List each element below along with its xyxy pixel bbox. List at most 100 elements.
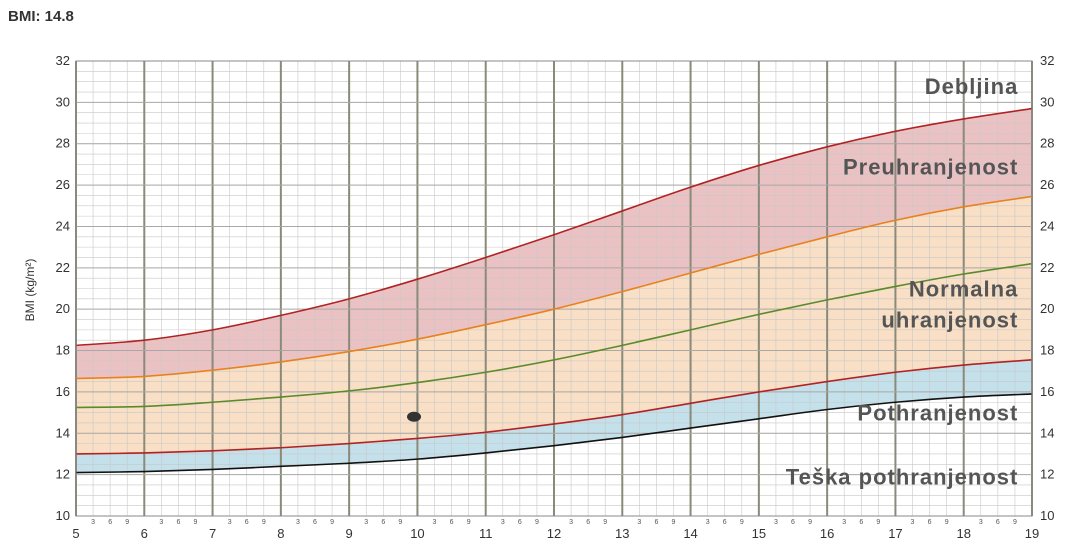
zone-labels: Debljina Preuhranjenost Normalna uhranjenos… — [786, 74, 1019, 490]
y-tick-left: 30 — [56, 94, 70, 109]
x-sub-tick: 9 — [672, 519, 676, 526]
y-tick-left: 28 — [56, 136, 70, 151]
y-tick-left: 10 — [56, 508, 70, 523]
zone-label: uhranjenost — [881, 308, 1018, 333]
y-tick-left: 18 — [56, 343, 70, 358]
x-sub-tick: 9 — [125, 519, 129, 526]
x-tick: 11 — [479, 526, 493, 541]
x-sub-tick: 3 — [569, 519, 573, 526]
y-tick-left: 32 — [56, 53, 70, 68]
x-sub-tick: 9 — [194, 519, 198, 526]
x-sub-tick: 3 — [501, 519, 505, 526]
x-sub-tick: 6 — [654, 519, 658, 526]
x-tick: 12 — [547, 526, 561, 541]
x-sub-tick: 3 — [706, 519, 710, 526]
x-sub-tick: 6 — [313, 519, 317, 526]
x-sub-tick: 3 — [842, 519, 846, 526]
x-tick: 10 — [410, 526, 424, 541]
x-sub-tick: 6 — [791, 519, 795, 526]
x-sub-tick: 9 — [603, 519, 607, 526]
x-tick: 5 — [72, 526, 79, 541]
plot-frame — [75, 60, 1033, 517]
y-tick-right: 18 — [1040, 343, 1054, 358]
y-tick-left: 26 — [56, 177, 70, 192]
x-sub-tick: 6 — [108, 519, 112, 526]
x-sub-tick: 3 — [433, 519, 437, 526]
patient-point — [407, 411, 422, 422]
x-sub-tick: 9 — [945, 519, 949, 526]
x-sub-tick: 3 — [774, 519, 778, 526]
y-tick-right: 10 — [1040, 508, 1054, 523]
y-tick-left: 12 — [56, 467, 70, 482]
x-sub-tick: 9 — [330, 519, 334, 526]
y-tick-right: 20 — [1040, 301, 1054, 316]
y-tick-right: 30 — [1040, 94, 1054, 109]
x-sub-tick: 9 — [740, 519, 744, 526]
x-sub-tick: 6 — [381, 519, 385, 526]
x-sub-tick: 6 — [928, 519, 932, 526]
x-sub-tick: 9 — [467, 519, 471, 526]
zone-label: Normalna — [909, 277, 1018, 302]
x-sub-tick: 3 — [159, 519, 163, 526]
y-axis-label: BMI (kg/m²) — [23, 259, 37, 322]
x-tick: 19 — [1025, 526, 1039, 541]
axes: 10 10 12 12 14 14 16 16 18 18 20 20 22 22 24 24 26 26 28 28… — [56, 53, 1055, 541]
x-sub-tick: 3 — [296, 519, 300, 526]
y-tick-right: 26 — [1040, 177, 1054, 192]
y-tick-right: 16 — [1040, 384, 1054, 399]
y-tick-right: 28 — [1040, 136, 1054, 151]
x-sub-tick: 6 — [586, 519, 590, 526]
y-tick-right: 12 — [1040, 467, 1054, 482]
y-tick-right: 24 — [1040, 218, 1054, 233]
x-sub-tick: 6 — [518, 519, 522, 526]
y-tick-left: 14 — [56, 425, 70, 440]
y-tick-right: 32 — [1040, 53, 1054, 68]
x-tick: 8 — [277, 526, 284, 541]
bmi-value-label: BMI: 14.8 — [8, 8, 74, 25]
x-tick: 7 — [209, 526, 216, 541]
y-tick-left: 24 — [56, 218, 70, 233]
curve-0 — [75, 393, 1033, 474]
x-sub-tick: 6 — [245, 519, 249, 526]
x-sub-tick: 6 — [723, 519, 727, 526]
x-sub-tick: 9 — [876, 519, 880, 526]
x-sub-tick: 3 — [228, 519, 232, 526]
x-tick: 17 — [888, 526, 902, 541]
x-sub-tick: 6 — [450, 519, 454, 526]
zone-label: Debljina — [925, 74, 1019, 99]
y-tick-right: 22 — [1040, 260, 1054, 275]
x-sub-tick: 6 — [996, 519, 1000, 526]
x-sub-tick: 9 — [398, 519, 402, 526]
zone-label: Preuhranjenost — [843, 154, 1018, 179]
x-tick: 14 — [683, 526, 697, 541]
x-tick: 13 — [615, 526, 629, 541]
x-sub-tick: 6 — [176, 519, 180, 526]
curve-3 — [75, 195, 1033, 380]
zone-label: Teška pothranjenost — [786, 465, 1019, 490]
x-tick: 16 — [820, 526, 834, 541]
x-tick: 6 — [141, 526, 148, 541]
curve-2 — [75, 262, 1033, 409]
x-sub-tick: 3 — [91, 519, 95, 526]
y-tick-left: 20 — [56, 301, 70, 316]
y-tick-left: 22 — [56, 260, 70, 275]
x-sub-tick: 9 — [535, 519, 539, 526]
x-sub-tick: 9 — [262, 519, 266, 526]
x-sub-tick: 3 — [979, 519, 983, 526]
y-tick-left: 16 — [56, 384, 70, 399]
x-sub-tick: 3 — [364, 519, 368, 526]
x-tick: 18 — [956, 526, 970, 541]
x-sub-tick: 9 — [1013, 519, 1017, 526]
curve-4 — [75, 107, 1033, 347]
x-sub-tick: 3 — [911, 519, 915, 526]
y-tick-right: 14 — [1040, 425, 1054, 440]
x-tick: 15 — [752, 526, 766, 541]
x-sub-tick: 3 — [637, 519, 641, 526]
x-sub-tick: 9 — [808, 519, 812, 526]
curve-1 — [75, 359, 1033, 455]
percentile-curves — [75, 107, 1033, 474]
x-sub-tick: 6 — [859, 519, 863, 526]
bmi-data-point — [407, 411, 422, 422]
x-tick: 9 — [346, 526, 353, 541]
